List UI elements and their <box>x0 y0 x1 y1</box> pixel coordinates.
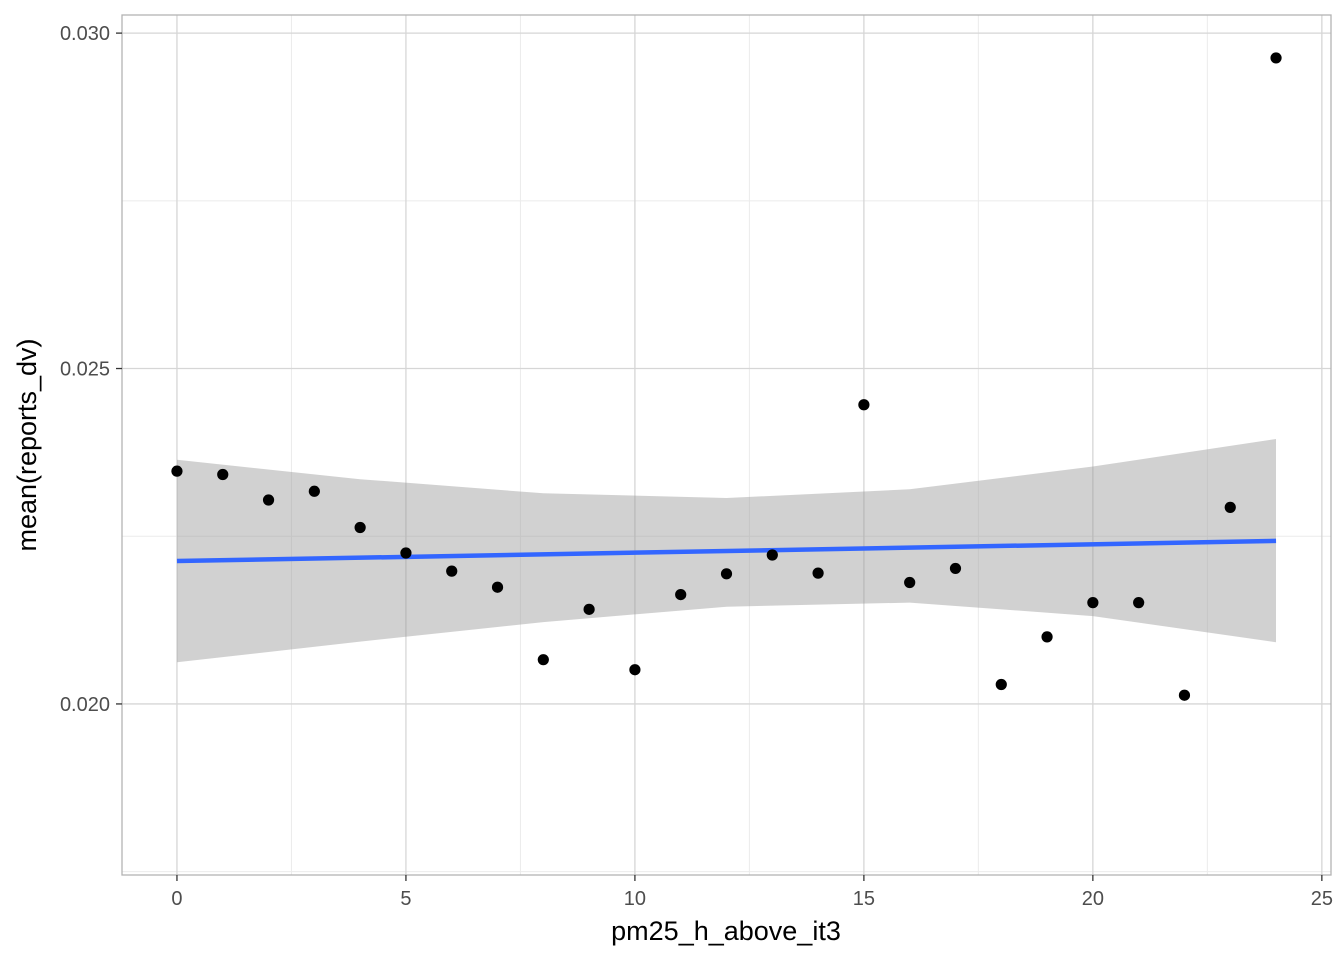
data-point <box>858 399 869 410</box>
data-point <box>1133 597 1144 608</box>
x-tick-label: 15 <box>853 888 875 910</box>
x-axis-title: pm25_h_above_it3 <box>611 916 841 946</box>
data-point <box>1041 631 1052 642</box>
data-point <box>492 582 503 593</box>
y-axis: 0.020 0.025 0.030 <box>60 23 122 716</box>
y-tick-label: 0.030 <box>60 23 110 45</box>
x-tick-label: 0 <box>171 888 182 910</box>
data-point <box>400 547 411 558</box>
data-point <box>629 664 640 675</box>
data-point <box>309 486 320 497</box>
x-tick-label: 20 <box>1082 888 1104 910</box>
y-tick-label: 0.020 <box>60 694 110 716</box>
grid-minor <box>122 15 1331 875</box>
x-tick-label: 25 <box>1311 888 1333 910</box>
y-tick-label: 0.025 <box>60 359 110 381</box>
data-point <box>812 568 823 579</box>
data-point <box>767 549 778 560</box>
data-point <box>1087 597 1098 608</box>
x-tick-label: 5 <box>400 888 411 910</box>
grid-major <box>122 15 1331 875</box>
data-point <box>1270 52 1281 63</box>
data-point <box>996 679 1007 690</box>
data-point <box>171 466 182 477</box>
data-point <box>263 494 274 505</box>
scatter-chart: 0 5 10 15 20 25 0.020 0.025 0.030 pm25_h_above_… <box>0 0 1344 960</box>
data-point <box>721 568 732 579</box>
panel-border <box>122 15 1331 875</box>
data-point <box>538 654 549 665</box>
data-point <box>355 522 366 533</box>
data-point <box>1179 690 1190 701</box>
data-point <box>904 577 915 588</box>
data-point <box>584 604 595 615</box>
data-point <box>950 563 961 574</box>
data-point <box>446 566 457 577</box>
data-point <box>675 589 686 600</box>
x-axis: 0 5 10 15 20 25 <box>171 875 1333 910</box>
data-point <box>1225 502 1236 513</box>
x-tick-label: 10 <box>624 888 646 910</box>
y-axis-title: mean(reports_dv) <box>12 338 42 551</box>
data-point <box>217 469 228 480</box>
